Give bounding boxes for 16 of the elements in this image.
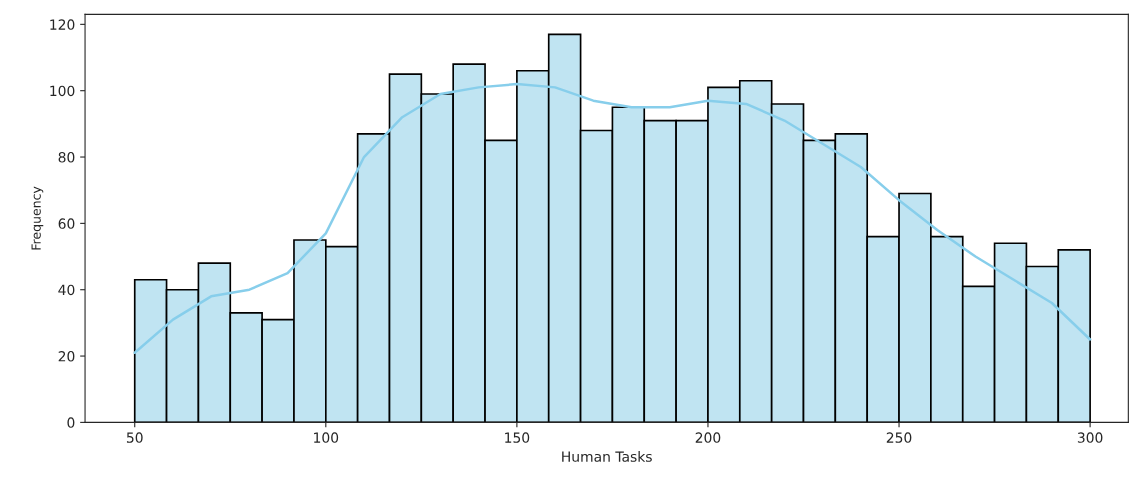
y-axis-title: Frequency: [31, 186, 44, 250]
x-tick-label: 100: [314, 432, 339, 443]
y-tick-label: 120: [50, 19, 75, 30]
y-tick-label: 20: [58, 351, 75, 362]
x-tick-label: 300: [1077, 432, 1103, 443]
x-axis-title: Human Tasks: [562, 451, 652, 462]
y-tick-label: 100: [50, 85, 75, 97]
y-tick-label: 0: [67, 417, 75, 428]
x-tick-label: 150: [505, 432, 530, 443]
x-tick-label: 50: [126, 432, 143, 443]
y-tick-label: 80: [58, 152, 75, 163]
x-tick-label: 250: [886, 432, 912, 443]
y-tick-label: 40: [58, 284, 75, 296]
line-series: [133, 82, 1092, 354]
y-tick-label: 60: [58, 218, 75, 229]
x-tick-label: 200: [695, 432, 721, 443]
